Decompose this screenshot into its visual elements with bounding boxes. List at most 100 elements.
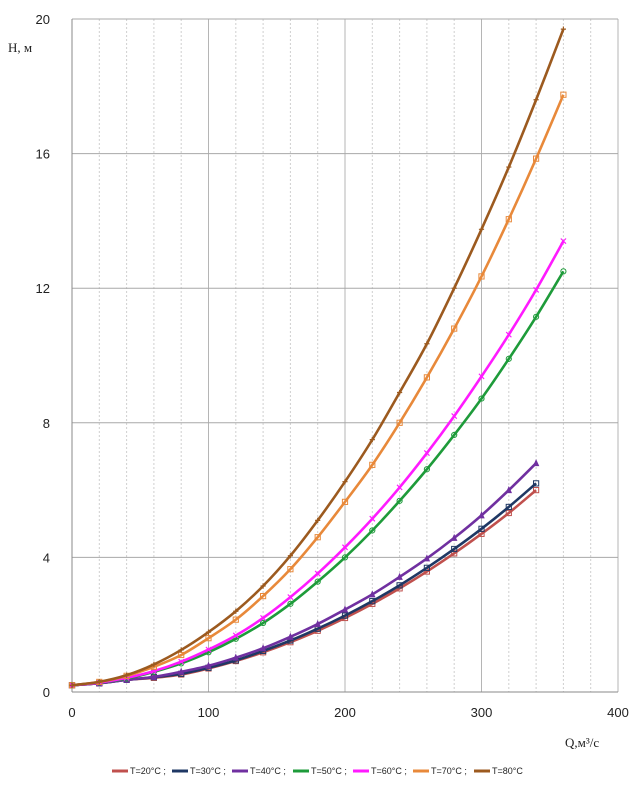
data-point	[396, 497, 403, 504]
series-lines	[68, 26, 567, 689]
axes	[71, 19, 618, 693]
data-point	[533, 480, 540, 487]
y-tick-label: 0	[43, 685, 50, 700]
data-point	[396, 572, 403, 580]
data-point	[287, 594, 294, 601]
y-tick-label: 4	[43, 550, 50, 565]
data-point	[533, 487, 540, 494]
legend-label: T=80°C	[492, 766, 523, 776]
data-point	[450, 533, 458, 541]
data-point	[451, 285, 457, 291]
data-point	[314, 570, 321, 577]
series-6	[68, 91, 567, 689]
series-5	[68, 238, 567, 689]
data-point	[533, 155, 540, 162]
legend: T=20°C ; T=30°C ; T=40°C ; T=50°C ; T=60°C ;…	[112, 766, 523, 776]
data-point	[533, 97, 539, 103]
data-point	[287, 566, 294, 573]
data-point	[505, 509, 512, 517]
data-point	[424, 341, 430, 347]
data-point	[423, 374, 430, 381]
y-tick-label: 16	[36, 147, 50, 162]
data-point	[341, 612, 349, 619]
data-point	[124, 672, 130, 678]
data-point	[205, 661, 212, 669]
x-tick-label: 100	[198, 705, 220, 720]
data-point	[260, 614, 267, 621]
data-point	[478, 373, 485, 380]
data-point	[560, 91, 567, 98]
x-tick-label: 0	[68, 705, 75, 720]
data-point	[505, 503, 512, 511]
y-tick-label: 20	[36, 12, 50, 27]
data-point	[396, 419, 403, 426]
data-point	[506, 164, 512, 170]
data-point	[369, 437, 375, 443]
data-point	[150, 672, 158, 680]
data-point	[341, 498, 349, 505]
grid	[71, 18, 619, 693]
legend-label: T=30°C ;	[190, 766, 226, 776]
data-point	[96, 679, 102, 685]
data-point	[369, 590, 376, 598]
data-point	[341, 544, 349, 551]
data-point	[314, 619, 321, 628]
data-point	[532, 459, 540, 467]
data-point	[505, 331, 512, 338]
data-point	[451, 550, 458, 557]
data-point	[151, 661, 157, 668]
data-point	[260, 619, 267, 627]
data-point	[233, 608, 239, 614]
data-point	[178, 647, 184, 653]
data-point	[205, 635, 212, 642]
data-point	[396, 582, 403, 589]
data-point	[423, 564, 430, 571]
data-point	[314, 578, 321, 585]
data-point	[341, 554, 349, 561]
data-point	[451, 325, 458, 332]
data-point	[505, 216, 512, 223]
data-point	[533, 286, 540, 293]
data-point	[287, 600, 294, 607]
data-point	[560, 238, 567, 245]
x-tick-label: 400	[607, 705, 629, 720]
data-point	[342, 479, 348, 485]
series-line	[71, 489, 537, 687]
x-tick-label: 200	[334, 705, 356, 720]
data-point	[259, 644, 267, 652]
y-axis-label: H, м	[8, 40, 32, 55]
data-point	[451, 431, 458, 439]
legend-label: T=70°C ;	[431, 766, 467, 776]
legend-label: T=20°C ;	[130, 766, 166, 776]
data-point	[533, 313, 540, 320]
data-point	[315, 517, 321, 523]
data-point	[478, 525, 485, 532]
legend-label: T=60°C ;	[371, 766, 407, 776]
data-point	[423, 450, 430, 457]
data-point	[478, 273, 485, 280]
data-point	[560, 26, 566, 32]
x-tick-label: 300	[471, 705, 493, 720]
data-point	[560, 268, 567, 275]
data-point	[478, 226, 485, 232]
legend-label: T=50°C ;	[311, 766, 347, 776]
data-point	[341, 605, 349, 613]
data-point	[287, 553, 293, 559]
series-1	[68, 487, 540, 689]
data-point	[69, 682, 75, 688]
tick-labels: 0 100 200 300 400 0 4 8 12 16 20	[36, 12, 629, 720]
legend-label: T=40°C ;	[250, 766, 286, 776]
series-7	[69, 26, 566, 688]
data-point	[232, 632, 239, 639]
y-tick-label: 12	[36, 281, 50, 296]
data-point	[478, 511, 485, 519]
data-point	[369, 515, 376, 522]
y-tick-label: 8	[43, 416, 50, 431]
data-point	[232, 616, 239, 623]
data-point	[369, 598, 376, 605]
data-point	[260, 592, 267, 600]
data-point	[397, 389, 403, 396]
data-point	[260, 583, 266, 589]
x-axis-label: Q,м³/с	[565, 735, 599, 750]
